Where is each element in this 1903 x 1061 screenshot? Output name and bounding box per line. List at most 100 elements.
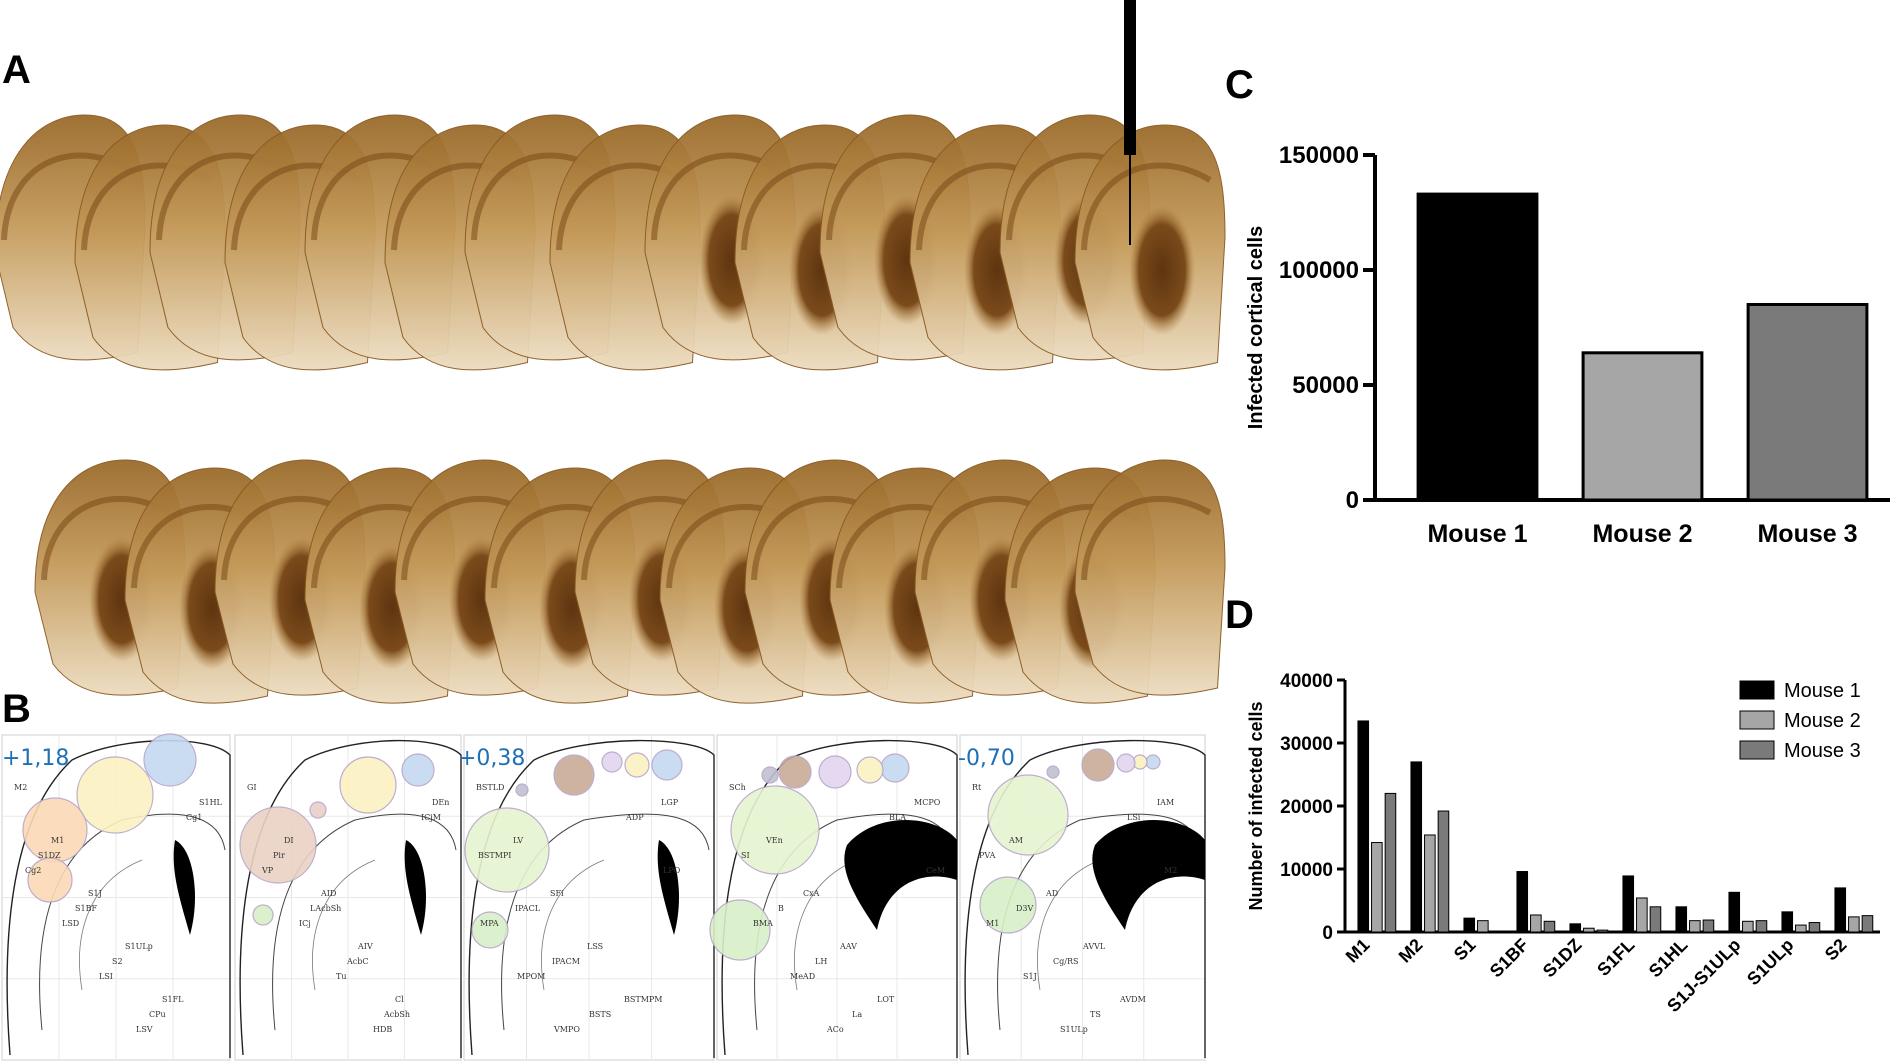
atlas-diagram-2: GI DI AID AIV Cl DEn Pir LAcbSh AcbC AcbSh ICjM VP I… — [234, 734, 462, 1061]
atlas-region-label: LPO — [663, 866, 681, 875]
chart-d-bar-m2-1 — [1410, 761, 1423, 933]
atlas-region-label: PVA — [979, 851, 996, 860]
chart-d-bar-s1j-s1ulp-1 — [1728, 891, 1741, 933]
chart-d-x-tick-label: S1ULp — [1743, 935, 1797, 989]
chart-c-x-tick-label: Mouse 1 — [1427, 520, 1527, 548]
atlas-diagram-3: BSTLD LV SFi LSS BSTMPM LGP BSTMPI IPACL IPACM BS… — [463, 734, 715, 1061]
atlas-region-label: LSI — [99, 972, 113, 981]
atlas-region-label: ACo — [826, 1025, 844, 1034]
atlas-region-label: Cg2 — [25, 866, 41, 875]
atlas-diagrams: M2 M1 S1J S1ULp S1FL S1HL S1DZ S1BF S2 CPu Cg1 Cg2 L… — [1, 733, 1206, 1061]
atlas-region-label: Cg1 — [186, 813, 202, 822]
atlas-region-label: IPACM — [552, 957, 580, 966]
panel-letter-b: B — [2, 687, 31, 731]
atlas-region-label: DI — [284, 836, 294, 845]
chart-d-x-tick-label: M2 — [1395, 935, 1427, 967]
chart-d-bar-s1fl-2 — [1636, 897, 1648, 933]
atlas-region-label: M1 — [986, 919, 999, 928]
chart-c-y-tick-label: 0 — [1346, 487, 1359, 514]
atlas-region-label: LOT — [877, 995, 895, 1004]
chart-d-bar-m1-1 — [1357, 720, 1370, 933]
chart-d-x-tick-label: S1HL — [1645, 935, 1692, 982]
atlas-region-label: CxA — [803, 889, 820, 898]
chart-d-bar-s1hl-3 — [1702, 919, 1715, 933]
chart-c-x-tick-label: Mouse 3 — [1757, 520, 1857, 548]
chart-d-bar-s1ulp-1 — [1781, 911, 1794, 933]
atlas-coordinate-1: +1,18 — [2, 746, 69, 771]
atlas-region-label: ADP — [625, 813, 644, 822]
chart-d-bar-s1fl-1 — [1622, 875, 1635, 933]
atlas-region-label: AIV — [357, 942, 373, 951]
atlas-region-label: TS — [1090, 1010, 1101, 1019]
chart-d-bar-s1dz-1 — [1569, 923, 1582, 933]
atlas-region-label: LSS — [587, 942, 603, 951]
atlas-region-label: S1DZ — [38, 851, 61, 860]
chart-d-bar-s2-1 — [1834, 887, 1847, 933]
atlas-coordinate-3: -0,70 — [958, 746, 1015, 771]
atlas-region-label: AAV — [839, 942, 857, 951]
atlas-region-label: MCPO — [914, 798, 941, 807]
chart-c-y-tick-label: 150000 — [1279, 142, 1359, 169]
chart-d-bar-m1-2 — [1371, 842, 1383, 933]
chart-d-x-tick-label: S1 — [1450, 935, 1480, 965]
atlas-region-label: M1 — [51, 836, 64, 845]
atlas-region-label: AcbSh — [383, 1010, 410, 1019]
atlas-region-label: ICjM — [421, 813, 441, 822]
chart-d-bar-s2-3 — [1861, 915, 1874, 933]
chart-d-bar-s1bf-2 — [1530, 914, 1542, 933]
atlas-region-label: La — [852, 1010, 862, 1019]
chart-c-x-tick-label: Mouse 2 — [1592, 520, 1692, 548]
chart-d-legend-label-2: Mouse 2 — [1784, 710, 1861, 732]
chart-d-legend-swatch-2 — [1739, 710, 1775, 730]
atlas-region-label: B — [778, 904, 784, 913]
atlas-region-label: VMPO — [553, 1025, 580, 1034]
brain-section-top-13 — [1074, 124, 1226, 371]
atlas-region-label: BSTS — [589, 1010, 611, 1019]
atlas-region-label: Rt — [972, 783, 982, 792]
atlas-region-label: Tu — [336, 972, 347, 981]
atlas-region-label: S1ULp — [125, 942, 153, 951]
atlas-region-label: BMA — [753, 919, 773, 928]
chart-d-bar-s1dz-2 — [1583, 927, 1595, 933]
chart-c-bar-2 — [1581, 351, 1704, 502]
chart-d-bar-s1j-s1ulp-3 — [1755, 920, 1768, 933]
atlas-region-label: LAcbSh — [310, 904, 341, 913]
atlas-region-label: D3V — [1016, 904, 1034, 913]
atlas-region-label: BLA — [889, 813, 906, 822]
atlas-region-label: BSTMPM — [624, 995, 662, 1004]
atlas-diagram-4: SCh VEn CxA AAV LOT MCPO SI B LH La BLA CeM BMA MeAD A… — [709, 734, 958, 1061]
chart-d-y-tick-label: 40000 — [1280, 671, 1333, 692]
atlas-region-label: S2 — [112, 957, 123, 966]
atlas-diagram-5: Rt AM AD AVVL AVDM IAM PVA D3V Cg/RS TS LSi M2 M1 S1J… — [959, 734, 1206, 1061]
atlas-region-label: SI — [741, 851, 750, 860]
atlas-region-label: M2 — [14, 783, 27, 792]
chart-d-x-tick-label: S1BF — [1486, 935, 1533, 982]
atlas-region-label: LH — [815, 957, 827, 966]
chart-d-bar-s1ulp-2 — [1795, 924, 1807, 933]
panel-letter-c: C — [1225, 63, 1254, 107]
chart-d-bar-s1bf-1 — [1516, 871, 1529, 933]
chart-d-legend-swatch-1 — [1739, 680, 1775, 700]
atlas-region-label: S1ULp — [1060, 1025, 1088, 1034]
atlas-region-label: DEn — [432, 798, 449, 807]
chart-c-bar-3 — [1746, 303, 1869, 502]
atlas-region-label: AVDM — [1119, 995, 1146, 1004]
chart-d-bar-s1hl-2 — [1689, 920, 1701, 933]
chart-c-y-tick-label: 50000 — [1292, 372, 1359, 399]
chart-d-y-tick-label: 20000 — [1280, 797, 1333, 818]
chart-infected-cells-by-region: Number of infected cells 0 10000 20000 3000… — [1246, 671, 1880, 1016]
atlas-region-label: VP — [261, 866, 274, 875]
chart-d-bar-s1-2 — [1477, 920, 1489, 933]
atlas-region-label: S1J — [1023, 972, 1037, 981]
chart-d-bar-s1hl-1 — [1675, 906, 1688, 933]
atlas-region-label: Cg/RS — [1053, 957, 1078, 966]
atlas-region-label: IAM — [1157, 798, 1174, 807]
chart-d-y-tick-label: 10000 — [1280, 860, 1333, 881]
chart-d-bar-m1-3 — [1384, 792, 1397, 933]
atlas-region-label: ICj — [299, 919, 311, 928]
atlas-coordinate-2: +0,38 — [458, 746, 525, 771]
chart-d-bar-s1fl-3 — [1649, 906, 1662, 933]
atlas-region-label: SFi — [550, 889, 564, 898]
chart-d-legend-swatch-3 — [1739, 740, 1775, 760]
atlas-region-label: BSTMPI — [478, 851, 511, 860]
